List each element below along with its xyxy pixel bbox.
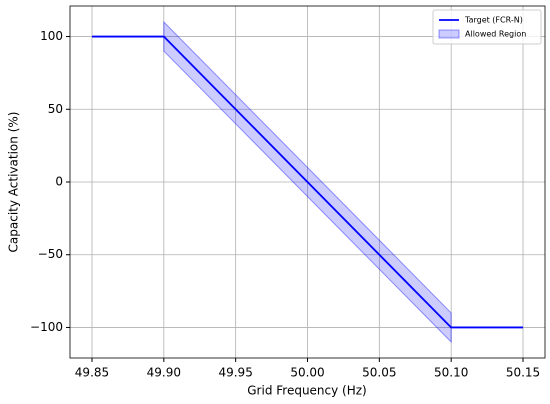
y-tick-label: 0 <box>55 175 63 189</box>
y-axis-label: Capacity Activation (%) <box>7 112 21 253</box>
x-tick-label: 50.15 <box>506 366 540 380</box>
x-tick-label: 50.10 <box>434 366 468 380</box>
y-tick-label: −50 <box>38 247 63 261</box>
legend-label: Target (FCR-N) <box>464 16 523 25</box>
y-tick-label: 50 <box>48 102 63 116</box>
plot-frame <box>69 5 546 359</box>
x-tick-label: 50.00 <box>290 366 324 380</box>
line <box>91 35 524 329</box>
y-tick-label: 100 <box>40 29 63 43</box>
x-tick-label: 49.85 <box>75 366 109 380</box>
x-tick-label: 49.95 <box>218 366 252 380</box>
x-tick-label: 50.05 <box>362 366 396 380</box>
x-axis-label: Grid Frequency (Hz) <box>247 384 367 398</box>
x-tick-label: 49.90 <box>147 366 181 380</box>
legend-swatch <box>438 29 460 39</box>
y-tick-label: −100 <box>30 320 63 334</box>
legend-label: Allowed Region <box>465 30 526 39</box>
legend-box <box>432 9 542 45</box>
